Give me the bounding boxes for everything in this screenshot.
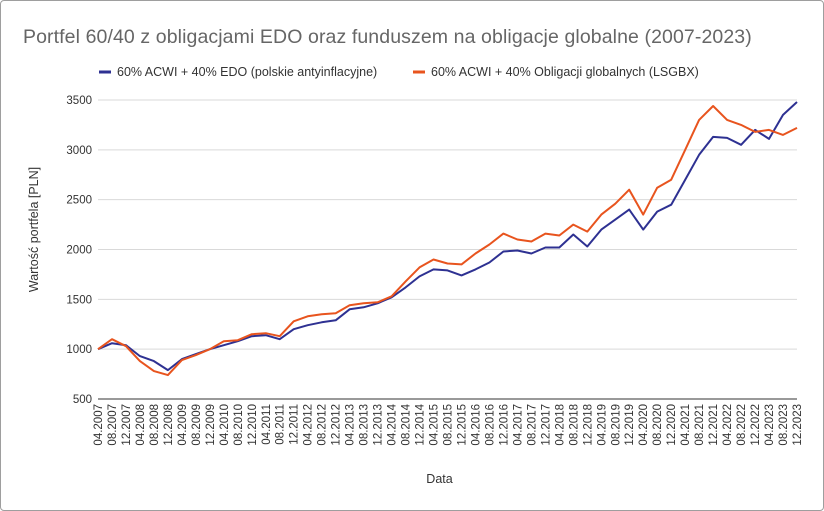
y-tick-label: 3500 <box>66 95 92 107</box>
x-tick-label: 04.2009 <box>177 404 189 446</box>
x-tick-label: 12.2023 <box>792 404 804 446</box>
y-axis-ticks: 500 1000 1500 2000 2500 3000 3500 <box>66 95 92 406</box>
x-tick-label: 04.2010 <box>219 404 231 446</box>
x-tick-label: 08.2008 <box>149 404 161 446</box>
x-tick-label: 08.2011 <box>275 404 287 445</box>
x-tick-label: 04.2020 <box>638 404 650 446</box>
x-axis-ticks: 04.2007 08.2007 12.2007 04.2008 08.2008 12.20… <box>93 403 804 445</box>
x-tick-label: 12.2007 <box>121 404 133 446</box>
x-tick-label: 08.2009 <box>191 404 203 446</box>
x-tick-label: 12.2015 <box>456 404 468 446</box>
x-tick-label: 08.2010 <box>233 404 245 446</box>
x-tick-label: 12.2010 <box>247 404 259 446</box>
y-tick-label: 1000 <box>66 344 92 356</box>
x-tick-label: 08.2013 <box>359 404 371 446</box>
x-tick-label: 04.2015 <box>429 404 441 446</box>
x-tick-label: 12.2014 <box>415 403 427 445</box>
x-tick-label: 08.2021 <box>694 404 706 446</box>
x-tick-label: 04.2012 <box>303 404 315 446</box>
x-tick-label: 12.2013 <box>373 404 385 446</box>
legend-label-lsgbx: 60% ACWI + 40% Obligacji globalnych (LSG… <box>431 65 699 79</box>
x-tick-label: 12.2008 <box>163 404 175 446</box>
x-tick-label: 04.2018 <box>554 404 566 446</box>
y-axis-title: Wartość portfela [PLN] <box>27 167 41 292</box>
x-tick-label: 12.2012 <box>331 404 343 446</box>
x-tick-label: 08.2020 <box>652 404 664 446</box>
y-tick-label: 1500 <box>66 294 92 306</box>
x-tick-label: 12.2019 <box>624 404 636 446</box>
x-tick-label: 04.2017 <box>512 404 524 446</box>
x-tick-label: 04.2011 <box>261 404 273 445</box>
series-lines <box>97 101 798 377</box>
series-line-edo <box>97 101 798 372</box>
x-tick-label: 08.2017 <box>526 404 538 446</box>
x-axis-title: Data <box>426 472 452 486</box>
gridlines <box>98 99 797 400</box>
x-tick-label: 12.2020 <box>666 404 678 446</box>
x-tick-label: 12.2018 <box>582 404 594 446</box>
x-tick-label: 12.2021 <box>708 404 720 446</box>
x-tick-label: 08.2018 <box>568 404 580 446</box>
x-tick-label: 08.2016 <box>484 404 496 446</box>
x-tick-label: 04.2014 <box>387 403 399 445</box>
y-tick-label: 3000 <box>66 145 92 157</box>
x-tick-label: 12.2016 <box>498 404 510 446</box>
x-tick-label: 04.2013 <box>345 404 357 446</box>
x-tick-label: 08.2015 <box>443 404 455 446</box>
x-tick-label: 04.2019 <box>596 404 608 446</box>
x-tick-label: 08.2012 <box>317 404 329 446</box>
x-tick-label: 12.2022 <box>750 404 762 446</box>
x-tick-label: 08.2007 <box>107 404 119 446</box>
x-tick-label: 12.2009 <box>205 404 217 446</box>
x-tick-label: 08.2023 <box>778 404 790 446</box>
x-tick-label: 12.2017 <box>540 404 552 446</box>
x-tick-label: 04.2008 <box>135 404 147 446</box>
x-tick-label: 12.2011 <box>289 404 301 445</box>
x-tick-label: 08.2014 <box>401 403 413 445</box>
y-tick-label: 500 <box>73 394 92 406</box>
chart-title: Portfel 60/40 z obligacjami EDO oraz fun… <box>23 26 752 48</box>
legend: 60% ACWI + 40% EDO (polskie antyinflacyj… <box>99 65 699 79</box>
x-tick-label: 08.2022 <box>736 404 748 446</box>
x-tick-label: 04.2021 <box>680 404 692 446</box>
x-tick-label: 04.2023 <box>764 404 776 446</box>
x-tick-label: 04.2022 <box>722 404 734 446</box>
y-tick-label: 2000 <box>66 245 92 257</box>
x-tick-label: 08.2019 <box>610 404 622 446</box>
legend-label-edo: 60% ACWI + 40% EDO (polskie antyinflacyj… <box>117 65 377 79</box>
x-tick-label: 04.2007 <box>93 404 105 446</box>
y-tick-label: 2500 <box>66 195 92 207</box>
x-tick-label: 04.2016 <box>470 404 482 446</box>
series-line-lsgbx <box>97 105 798 377</box>
